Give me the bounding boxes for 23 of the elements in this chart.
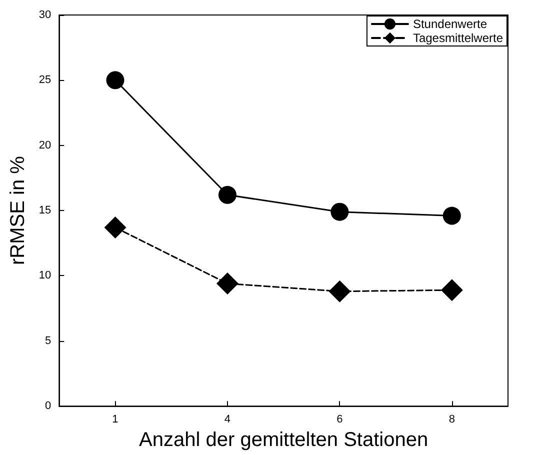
x-tick-label: 6 (336, 414, 343, 426)
x-tick-label: 4 (224, 414, 231, 426)
point (218, 186, 236, 204)
point (328, 280, 351, 302)
legend-label: Tagesmittelwerte (412, 31, 504, 45)
y-tick-label: 0 (45, 400, 52, 412)
point (104, 216, 126, 238)
point (106, 71, 124, 90)
point (440, 279, 463, 302)
y-axis-title: rRMSE in % (7, 156, 29, 266)
y-tick-label: 25 (38, 74, 52, 86)
x-tick-label: 8 (448, 414, 455, 426)
y-tick-label: 30 (38, 9, 52, 21)
point (442, 206, 461, 225)
y-tick-label: 10 (38, 270, 52, 282)
x-tick-label: 1 (112, 414, 118, 426)
y-tick-label: 5 (45, 334, 52, 347)
legend-label: Stundenwerte (412, 17, 488, 31)
y-tick-label: 20 (38, 139, 52, 152)
x-axis-title: Anzahl der gemittelten Stationen (139, 429, 428, 451)
point (216, 272, 238, 295)
y-tick-label: 15 (38, 204, 52, 217)
point (330, 202, 349, 221)
